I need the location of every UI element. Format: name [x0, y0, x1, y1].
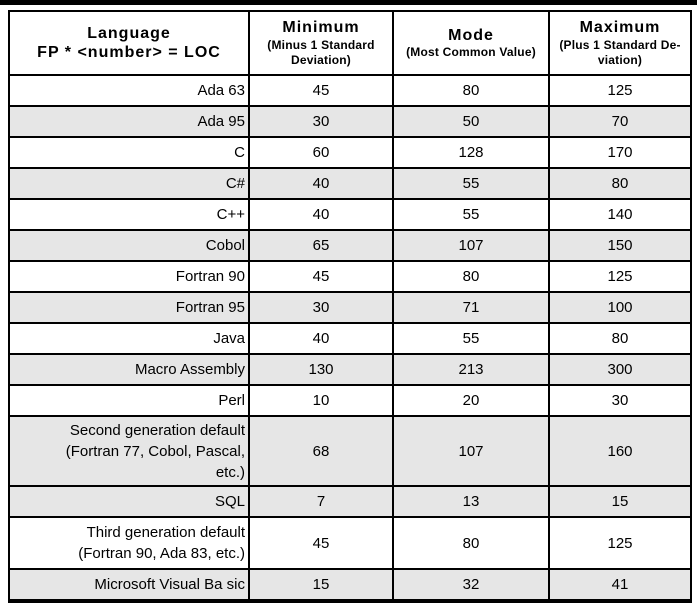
language-cell: Fortran 95	[8, 291, 250, 324]
language-header-text: Language FP * <number> = LOC	[37, 24, 221, 61]
minimum-cell: 60	[248, 136, 394, 169]
maximum-cell: 300	[548, 353, 692, 386]
mode-cell: 80	[392, 516, 550, 570]
minimum-cell: 45	[248, 74, 394, 107]
language-cell: Perl	[8, 384, 250, 417]
maximum-cell: 125	[548, 74, 692, 107]
language-cell: Second generation default (Fortran 77, C…	[8, 415, 250, 487]
minimum-cell: 30	[248, 291, 394, 324]
mode-cell: 107	[392, 415, 550, 487]
maximum-cell: 150	[548, 229, 692, 262]
table-row: Cobol 65 107 150	[8, 229, 692, 262]
table-row: Fortran 95 30 71 100	[8, 291, 692, 324]
mode-header-label: Mode	[448, 26, 494, 44]
column-header-minimum: Minimum (Minus 1 Standard Deviation)	[248, 10, 394, 76]
minimum-cell: 30	[248, 105, 394, 138]
language-cell: Fortran 90	[8, 260, 250, 293]
mode-cell: 128	[392, 136, 550, 169]
column-header-language: Language FP * <number> = LOC	[8, 10, 250, 76]
maximum-cell: 80	[548, 322, 692, 355]
table-row: Microsoft Visual Ba sic 15 32 41	[8, 568, 692, 602]
table-row: SQL 7 13 15	[8, 485, 692, 518]
mode-header-sublabel: (Most Common Value)	[406, 45, 536, 60]
minimum-header-label: Minimum	[282, 19, 360, 37]
table-row: Second generation default (Fortran 77, C…	[8, 415, 692, 487]
maximum-cell: 125	[548, 516, 692, 570]
language-cell: Microsoft Visual Ba sic	[8, 568, 250, 602]
minimum-cell: 40	[248, 322, 394, 355]
maximum-header-label: Maximum	[579, 19, 661, 37]
table-row: Java 40 55 80	[8, 322, 692, 355]
table-row: Perl 10 20 30	[8, 384, 692, 417]
mode-cell: 71	[392, 291, 550, 324]
mode-cell: 107	[392, 229, 550, 262]
table-row: Third generation default (Fortran 90, Ad…	[8, 516, 692, 570]
language-cell: C++	[8, 198, 250, 231]
minimum-cell: 45	[248, 260, 394, 293]
language-cell: Ada 63	[8, 74, 250, 107]
mode-cell: 50	[392, 105, 550, 138]
language-cell: Ada 95	[8, 105, 250, 138]
maximum-cell: 30	[548, 384, 692, 417]
mode-cell: 55	[392, 167, 550, 200]
mode-cell: 213	[392, 353, 550, 386]
maximum-header-sublabel: (Plus 1 Standard De- viation)	[559, 37, 681, 67]
language-cell: Java	[8, 322, 250, 355]
minimum-cell: 45	[248, 516, 394, 570]
mode-cell: 20	[392, 384, 550, 417]
top-border-bar	[0, 0, 697, 5]
table-row: Ada 95 30 50 70	[8, 105, 692, 138]
minimum-header-sublabel: (Minus 1 Standard Deviation)	[267, 37, 375, 67]
table-row: Ada 63 45 80 125	[8, 74, 692, 107]
minimum-cell: 65	[248, 229, 394, 262]
maximum-cell: 170	[548, 136, 692, 169]
table-row: C# 40 55 80	[8, 167, 692, 200]
maximum-cell: 70	[548, 105, 692, 138]
column-header-mode: Mode (Most Common Value)	[392, 10, 550, 76]
language-cell: Third generation default (Fortran 90, Ad…	[8, 516, 250, 570]
mode-cell: 13	[392, 485, 550, 518]
mode-cell: 32	[392, 568, 550, 602]
maximum-cell: 15	[548, 485, 692, 518]
language-cell: C	[8, 136, 250, 169]
table-row: C 60 128 170	[8, 136, 692, 169]
mode-cell: 80	[392, 260, 550, 293]
table-row: C++ 40 55 140	[8, 198, 692, 231]
mode-cell: 80	[392, 74, 550, 107]
maximum-cell: 80	[548, 167, 692, 200]
table-row: Macro Assembly 130 213 300	[8, 353, 692, 386]
maximum-cell: 140	[548, 198, 692, 231]
language-cell: Macro Assembly	[8, 353, 250, 386]
mode-cell: 55	[392, 322, 550, 355]
minimum-cell: 15	[248, 568, 394, 602]
maximum-cell: 160	[548, 415, 692, 487]
language-cell: Cobol	[8, 229, 250, 262]
minimum-cell: 10	[248, 384, 394, 417]
mode-cell: 55	[392, 198, 550, 231]
header-row: Language FP * <number> = LOC Minimum (Mi…	[8, 10, 692, 76]
minimum-cell: 130	[248, 353, 394, 386]
minimum-cell: 7	[248, 485, 394, 518]
table-row: Fortran 90 45 80 125	[8, 260, 692, 293]
language-cell: SQL	[8, 485, 250, 518]
maximum-cell: 125	[548, 260, 692, 293]
maximum-cell: 100	[548, 291, 692, 324]
minimum-cell: 40	[248, 198, 394, 231]
fp-loc-conversion-table: Language FP * <number> = LOC Minimum (Mi…	[8, 10, 692, 603]
minimum-cell: 68	[248, 415, 394, 487]
column-header-maximum: Maximum (Plus 1 Standard De- viation)	[548, 10, 692, 76]
maximum-cell: 41	[548, 568, 692, 602]
language-cell: C#	[8, 167, 250, 200]
minimum-cell: 40	[248, 167, 394, 200]
